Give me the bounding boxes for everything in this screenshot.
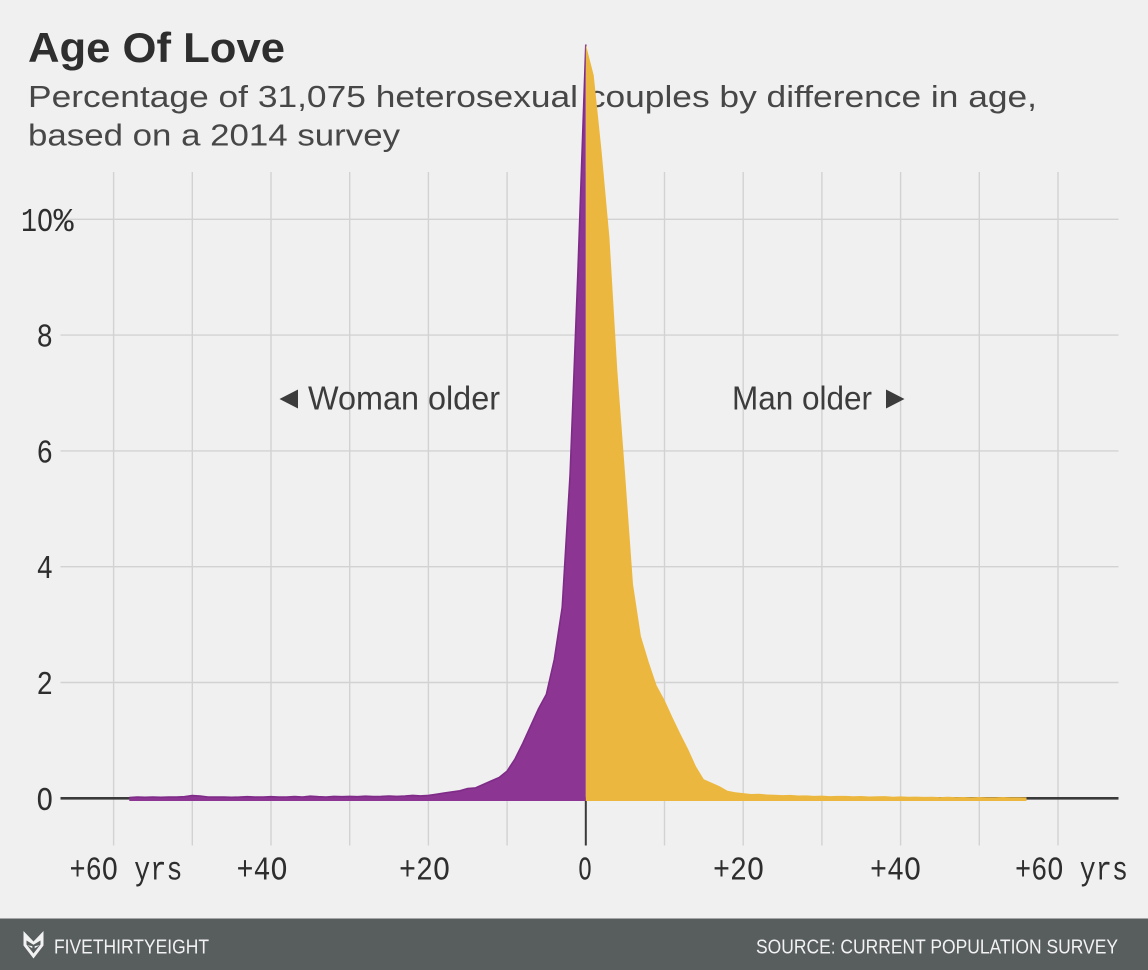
svg-text:Woman older: Woman older xyxy=(308,380,500,417)
svg-text:Percentage of 31,075 heterosex: Percentage of 31,075 heterosexual couple… xyxy=(28,79,1037,114)
svg-text:+6O yrs: +6O yrs xyxy=(70,853,183,891)
svg-text:+4O: +4O xyxy=(870,853,921,891)
svg-text:8: 8 xyxy=(37,320,54,358)
svg-text:Man older: Man older xyxy=(732,380,872,417)
svg-text:O: O xyxy=(578,853,592,891)
svg-text:2: 2 xyxy=(37,667,54,705)
svg-text:+6O yrs: +6O yrs xyxy=(1015,853,1128,891)
svg-text:1O: 1O xyxy=(21,204,53,242)
svg-text:O: O xyxy=(37,783,54,821)
svg-text:based on a 2014 survey: based on a 2014 survey xyxy=(28,118,401,153)
svg-text:%: % xyxy=(54,204,75,242)
svg-text:FIVETHIRTYEIGHT: FIVETHIRTYEIGHT xyxy=(54,936,209,958)
svg-text:6: 6 xyxy=(37,435,54,473)
svg-text:4: 4 xyxy=(37,551,54,589)
svg-text:+2O: +2O xyxy=(399,853,450,891)
svg-text:SOURCE: CURRENT POPULATION SUR: SOURCE: CURRENT POPULATION SURVEY xyxy=(756,936,1118,958)
svg-text:+2O: +2O xyxy=(713,853,764,891)
svg-text:Age Of Love: Age Of Love xyxy=(28,24,285,71)
svg-text:+4O: +4O xyxy=(237,853,288,891)
